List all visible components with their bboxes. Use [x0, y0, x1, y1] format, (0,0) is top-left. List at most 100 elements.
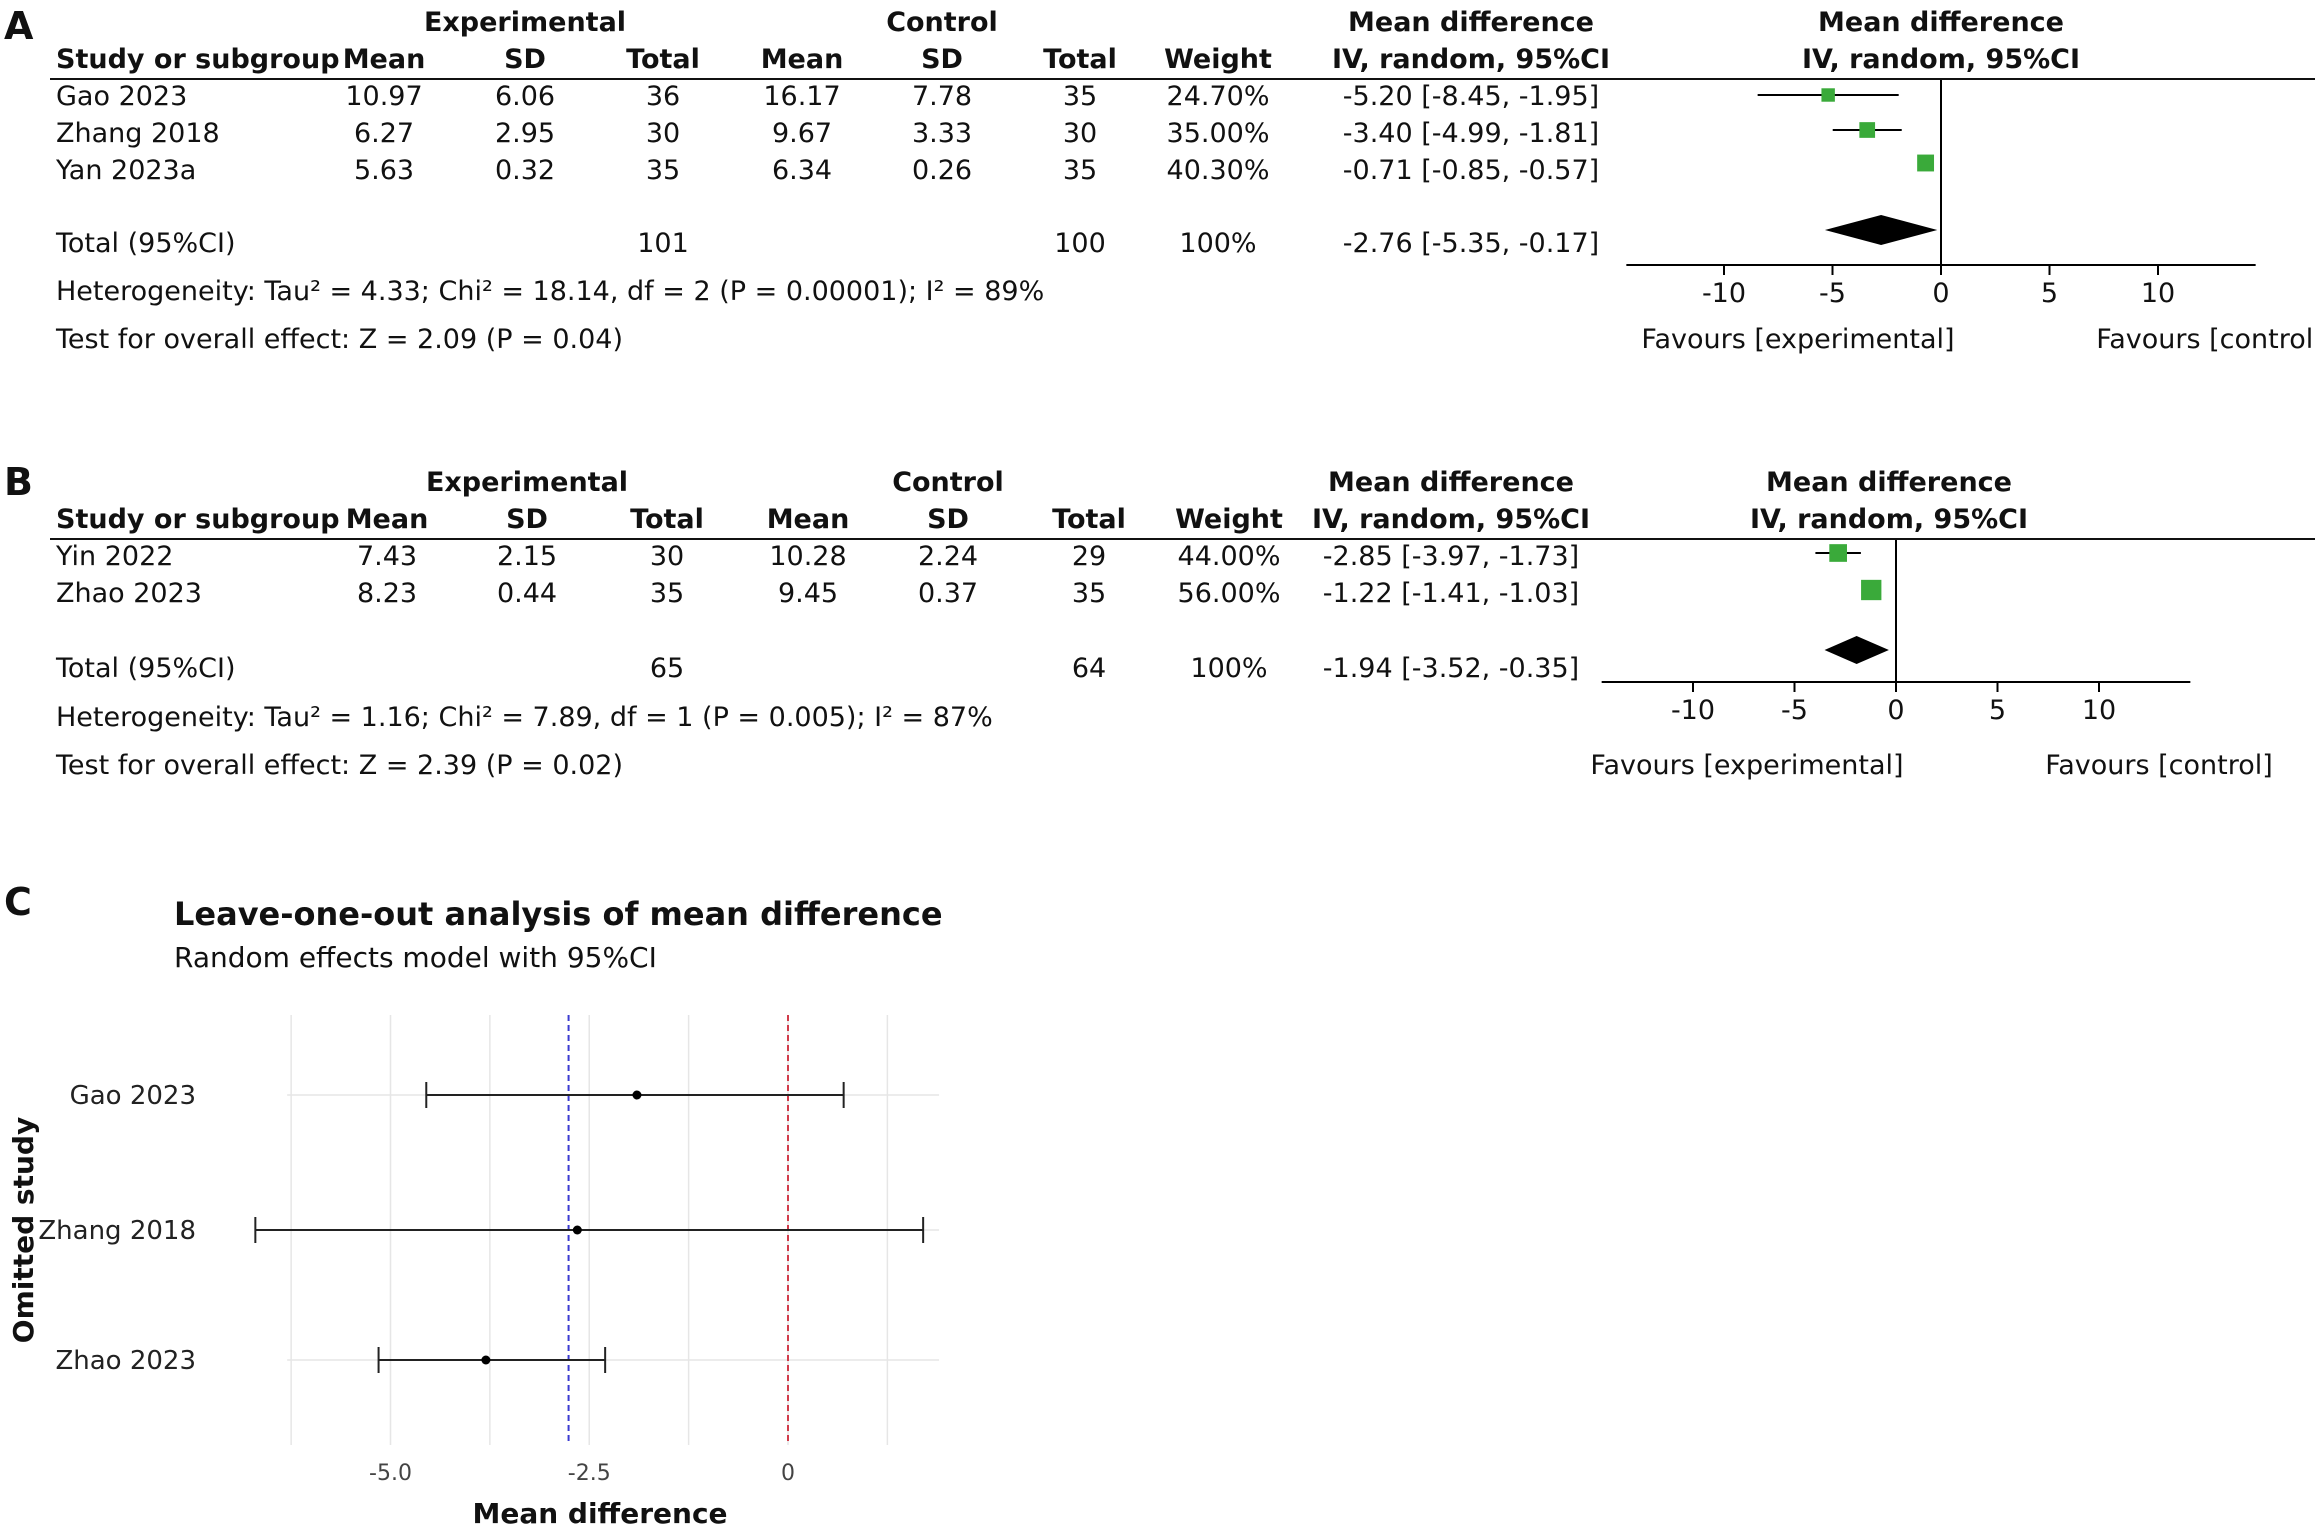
header-control: Control	[892, 467, 1004, 498]
header-control: Control	[886, 7, 998, 38]
panel-label-b: B	[4, 460, 33, 504]
ctl-total-sum: 64	[1071, 653, 1107, 684]
ctl-total: 29	[1071, 541, 1107, 572]
overall-effect-text: Test for overall effect: Z = 2.39 (P = 0…	[56, 750, 623, 781]
header-exp-total: Total	[626, 44, 700, 75]
x-tick-label: 10	[2141, 278, 2175, 309]
ci-text: -5.20 [-8.45, -1.95]	[1342, 81, 1600, 112]
header-exp-sd: SD	[504, 44, 546, 75]
x-tick-label: 10	[2082, 695, 2116, 726]
exp-total: 35	[645, 155, 681, 186]
study-label: Zhang 2018	[38, 1216, 196, 1246]
ctl-total: 35	[1062, 81, 1098, 112]
panel-label-c: C	[4, 880, 32, 924]
forest-plot-a: -10 -5 0 5 10 Favours [experimental] Favours […	[1626, 80, 2315, 355]
header-exp-sd: SD	[506, 504, 548, 535]
exp-mean: 5.63	[353, 155, 415, 186]
ctl-mean: 9.67	[771, 118, 833, 149]
x-tick-label: -5.0	[369, 1461, 412, 1486]
header-weight: Weight	[1164, 44, 1272, 75]
header-exp-mean: Mean	[342, 44, 426, 75]
total-label: Total (95%CI)	[56, 228, 236, 259]
x-tick-label: 0	[781, 1461, 795, 1486]
exp-sd: 2.15	[496, 541, 558, 572]
exp-total-sum: 101	[637, 228, 689, 259]
header-plot-title: Mean difference	[1766, 467, 2012, 498]
ci-text: -3.40 [-4.99, -1.81]	[1342, 118, 1600, 149]
x-tick-label: 0	[1932, 278, 1949, 309]
total-weight: 100%	[1179, 228, 1257, 259]
weight: 24.70%	[1166, 81, 1270, 112]
header-ctl-mean: Mean	[760, 44, 844, 75]
point-estimate	[481, 1355, 491, 1365]
panel-a: A Experimental Control Mean difference M…	[0, 0, 2315, 380]
header-md-sub: IV, random, 95%CI	[1311, 504, 1591, 535]
ctl-mean: 6.34	[771, 155, 833, 186]
ctl-total: 30	[1062, 118, 1098, 149]
x-tick-label: 5	[2041, 278, 2058, 309]
ctl-sd: 0.26	[911, 155, 973, 186]
ci-text: -0.71 [-0.85, -0.57]	[1342, 155, 1600, 186]
exp-total: 35	[649, 578, 685, 609]
leave-one-out-plot: Gao 2023 Zhang 2018 Zhao 2023 -5.0 -2.5 0 Mean…	[7, 1015, 940, 1528]
study-label: Gao 2023	[70, 1081, 196, 1111]
x-tick-label: 5	[1989, 695, 2006, 726]
header-exp-total: Total	[630, 504, 704, 535]
y-axis-title: Omitted study	[7, 1117, 40, 1343]
effect-marker	[1859, 122, 1876, 138]
header-rule	[50, 538, 2315, 540]
header-ctl-sd: SD	[921, 44, 963, 75]
x-tick-label: 0	[1887, 695, 1904, 726]
pooled-diamond	[1824, 636, 1889, 664]
header-md-title: Mean difference	[1348, 7, 1594, 38]
study-name: Yan 2023a	[56, 155, 197, 186]
study-name: Zhao 2023	[56, 578, 202, 609]
header-exp-mean: Mean	[345, 504, 429, 535]
x-tick-label: -2.5	[568, 1461, 611, 1486]
exp-total: 36	[645, 81, 681, 112]
panel-label-a: A	[4, 4, 34, 48]
favours-right-label: Favours [control]	[2096, 324, 2315, 355]
weight: 40.30%	[1166, 155, 1270, 186]
exp-mean: 10.97	[345, 81, 423, 112]
exp-sd: 0.44	[496, 578, 558, 609]
exp-total: 30	[649, 541, 685, 572]
header-experimental: Experimental	[423, 7, 627, 38]
ctl-total: 35	[1062, 155, 1098, 186]
effect-marker	[1821, 88, 1835, 102]
heterogeneity-text: Heterogeneity: Tau² = 1.16; Chi² = 7.89,…	[56, 702, 993, 733]
ci-text: -1.22 [-1.41, -1.03]	[1322, 578, 1580, 609]
loo-title: Leave-one-out analysis of mean differenc…	[174, 895, 943, 933]
header-study: Study or subgroup	[56, 44, 340, 75]
weight: 56.00%	[1177, 578, 1281, 609]
header-study: Study or subgroup	[56, 504, 340, 535]
exp-total: 30	[645, 118, 681, 149]
header-experimental: Experimental	[425, 467, 629, 498]
header-weight: Weight	[1175, 504, 1283, 535]
ctl-total-sum: 100	[1054, 228, 1106, 259]
favours-left-label: Favours [experimental]	[1641, 324, 1954, 355]
overall-effect-text: Test for overall effect: Z = 2.09 (P = 0…	[56, 324, 623, 355]
ctl-mean: 10.28	[769, 541, 847, 572]
exp-total-sum: 65	[649, 653, 685, 684]
header-md-sub: IV, random, 95%CI	[1331, 44, 1611, 75]
study-name: Yin 2022	[56, 541, 174, 572]
forest-plot-b: -10 -5 0 5 10 Favours [experimental] Favours […	[1590, 540, 2273, 781]
exp-mean: 7.43	[356, 541, 418, 572]
heterogeneity-text: Heterogeneity: Tau² = 4.33; Chi² = 18.14…	[56, 276, 1045, 307]
study-label: Zhao 2023	[55, 1346, 196, 1376]
effect-marker	[1829, 544, 1847, 562]
pooled-diamond	[1824, 215, 1938, 245]
panel-b: B Experimental Control Mean difference M…	[0, 460, 2315, 790]
effect-marker	[1917, 154, 1935, 172]
point-estimate	[572, 1225, 582, 1235]
x-tick-label: -5	[1819, 278, 1846, 309]
ctl-mean: 16.17	[763, 81, 841, 112]
panel-c: C Leave-one-out analysis of mean differe…	[0, 880, 2315, 1528]
ctl-sd: 2.24	[917, 541, 979, 572]
header-md-title: Mean difference	[1328, 467, 1574, 498]
ctl-mean: 9.45	[777, 578, 839, 609]
ctl-total: 35	[1071, 578, 1107, 609]
header-ctl-total: Total	[1043, 44, 1117, 75]
exp-sd: 6.06	[494, 81, 556, 112]
